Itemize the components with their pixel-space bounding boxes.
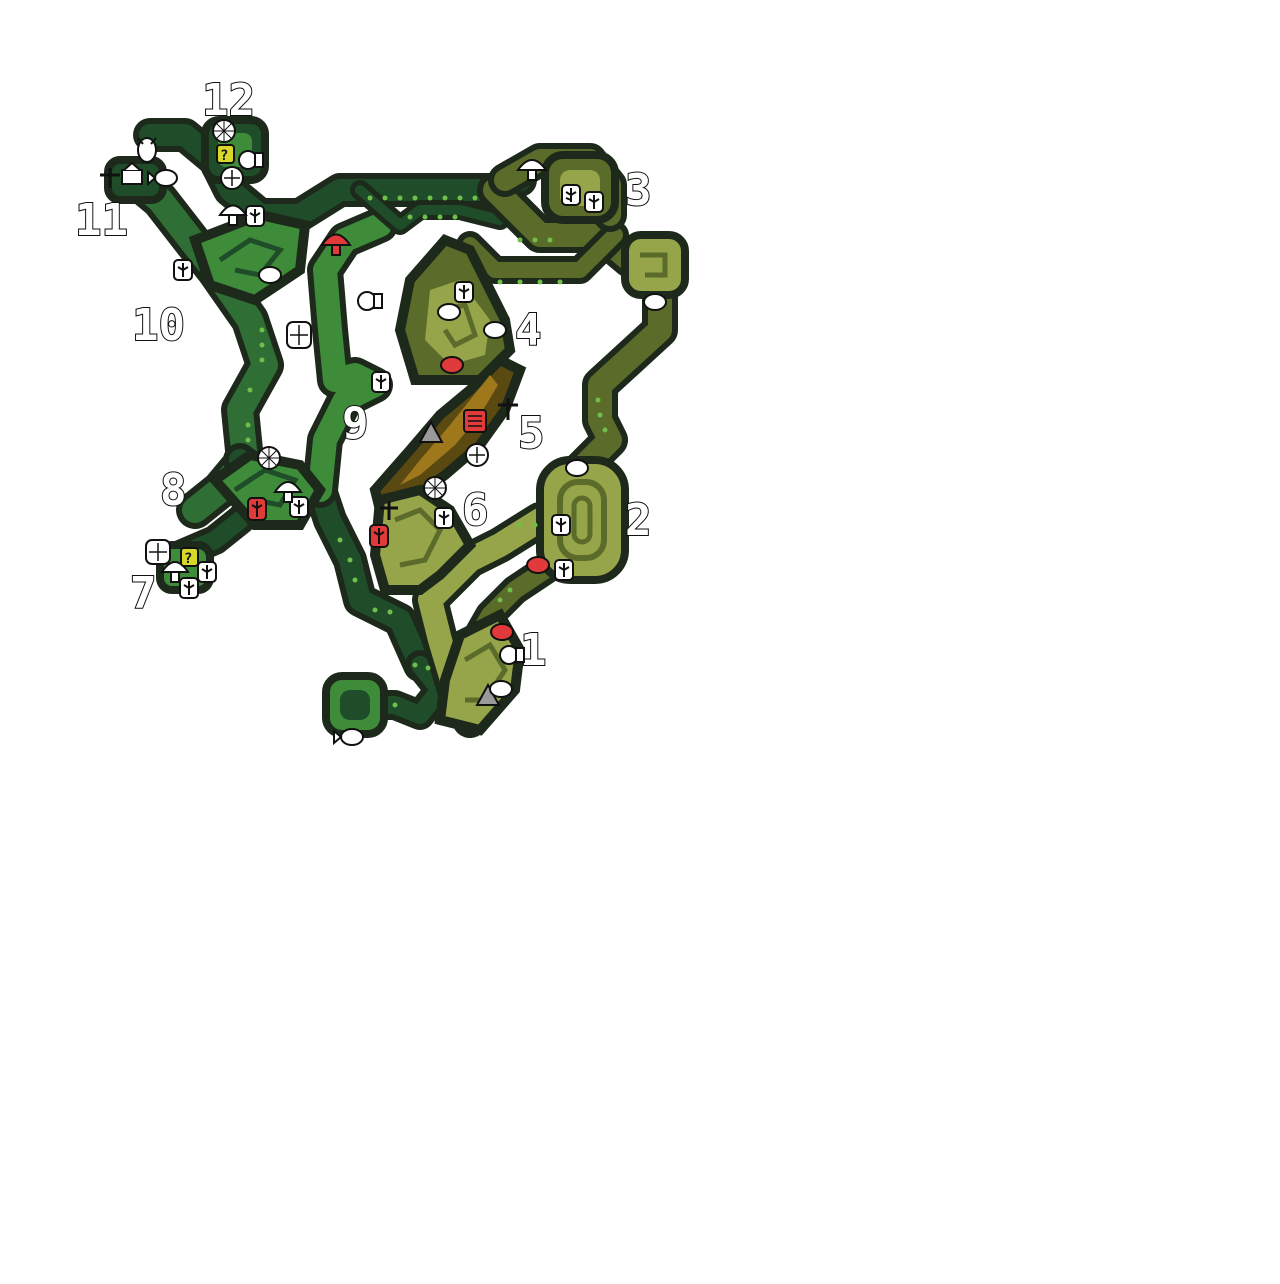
herb-icon: [369, 524, 389, 548]
bone-icon: [286, 321, 312, 349]
insect-icon: [565, 459, 589, 477]
herb-icon: [551, 514, 571, 536]
insect-icon: [643, 293, 667, 311]
insect-icon: [137, 137, 157, 163]
area-10-label[interactable]: 10: [131, 299, 186, 352]
insect-icon: [437, 303, 461, 321]
insect-icon: [440, 356, 464, 374]
insect-icon: [489, 680, 513, 698]
spiderweb-icon: [423, 476, 447, 500]
area-3-label[interactable]: 3: [624, 164, 653, 217]
insect-icon: [490, 623, 514, 641]
herb-icon: [179, 577, 199, 599]
herb-icon: [173, 259, 193, 281]
area-5-label[interactable]: 5: [517, 407, 546, 460]
bone-icon: [145, 539, 171, 565]
fossil-icon: [463, 409, 487, 433]
area-4-label[interactable]: 4: [514, 304, 543, 357]
herb-icon: [561, 184, 581, 206]
area-8-label[interactable]: 8: [159, 464, 188, 517]
egg-icon: [220, 166, 244, 190]
area-11-label[interactable]: 11: [74, 194, 129, 247]
svg-text:?: ?: [220, 148, 228, 164]
svg-text:?: ?: [184, 551, 192, 567]
egg-icon: [465, 443, 489, 467]
honey-icon: [238, 150, 264, 170]
camp-icon: [121, 161, 143, 185]
herb-icon: [289, 496, 309, 518]
insect-icon: [483, 321, 507, 339]
area-2-label[interactable]: 2: [624, 494, 653, 547]
fish-icon: [333, 728, 364, 746]
fish-icon: [147, 169, 178, 187]
area-labels: 1 2 3 4 5 6 7 8 9 10 11 12: [74, 74, 653, 677]
insect-icon: [258, 266, 282, 284]
herb-icon: [245, 205, 265, 227]
spiderweb-icon: [212, 119, 236, 143]
mushroom-icon: [218, 204, 248, 226]
trail-dots: [245, 195, 608, 708]
honey-icon: [499, 645, 525, 665]
area-9-label[interactable]: 9: [341, 397, 370, 450]
honey-icon: [357, 291, 383, 311]
herb-icon: [197, 561, 217, 583]
mushroom-icon: [273, 481, 303, 503]
mining-icon: [100, 168, 120, 188]
area-12-label[interactable]: 12: [201, 74, 256, 127]
round-clearing: [322, 672, 388, 738]
spiderweb-icon: [257, 446, 281, 470]
area-7-label[interactable]: 7: [129, 567, 158, 620]
herb-icon: [434, 507, 454, 529]
mystery-icon: ?: [180, 547, 199, 567]
mushroom-icon: [320, 233, 352, 256]
herb-icon: [584, 191, 604, 213]
mushroom-icon: [516, 159, 548, 181]
herb-icon: [554, 559, 574, 581]
area-10-region: [188, 209, 311, 306]
herb-icon: [247, 497, 267, 521]
area-1-region: [434, 608, 526, 736]
area-6-label[interactable]: 6: [461, 484, 490, 537]
resource-markers: ? ?: [100, 119, 667, 746]
herb-icon: [454, 281, 474, 303]
insect-icon: [526, 556, 550, 574]
mining-icon: [380, 501, 398, 520]
mystery-icon: ?: [216, 144, 235, 164]
herb-icon: [371, 371, 391, 393]
mining-icon: [418, 419, 444, 443]
mining-icon: [498, 398, 518, 420]
